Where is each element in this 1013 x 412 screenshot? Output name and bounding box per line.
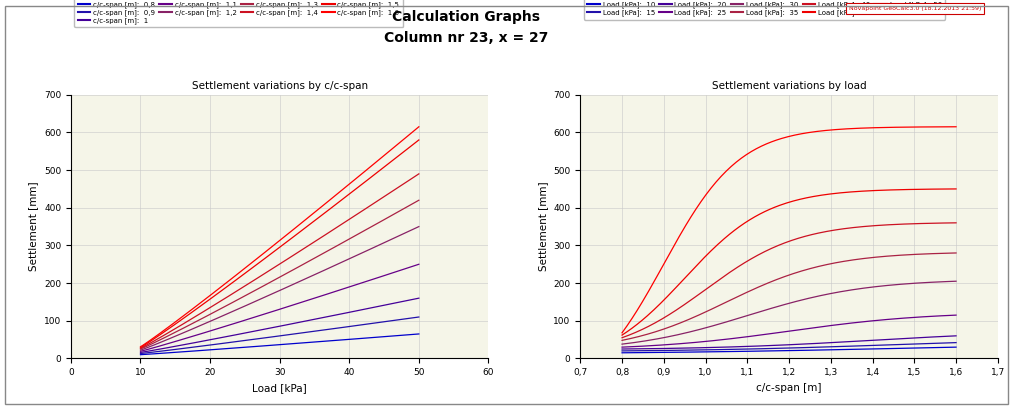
Text: Calculation Graphs: Calculation Graphs	[392, 10, 540, 24]
Legend: c/c-span [m]:  0,8, c/c-span [m]:  0,9, c/c-span [m]:  1, c/c-span [m]:  1,1, c/: c/c-span [m]: 0,8, c/c-span [m]: 0,9, c/…	[74, 0, 403, 27]
X-axis label: Load [kPa]: Load [kPa]	[252, 383, 307, 393]
X-axis label: c/c-span [m]: c/c-span [m]	[757, 383, 822, 393]
Legend: Load [kPa]:  10, Load [kPa]:  15, Load [kPa]:  20, Load [kPa]:  25, Load [kPa]: : Load [kPa]: 10, Load [kPa]: 15, Load [kP…	[583, 0, 945, 19]
Title: Settlement variations by c/c-span: Settlement variations by c/c-span	[191, 81, 368, 91]
Text: Column nr 23, x = 27: Column nr 23, x = 27	[384, 31, 548, 45]
Y-axis label: Settlement [mm]: Settlement [mm]	[538, 182, 548, 272]
Title: Settlement variations by load: Settlement variations by load	[712, 81, 866, 91]
Text: Novapoint GeoCalc3.0 (18.12.2013 21:59): Novapoint GeoCalc3.0 (18.12.2013 21:59)	[849, 6, 982, 11]
Y-axis label: Settlement [mm]: Settlement [mm]	[28, 182, 38, 272]
